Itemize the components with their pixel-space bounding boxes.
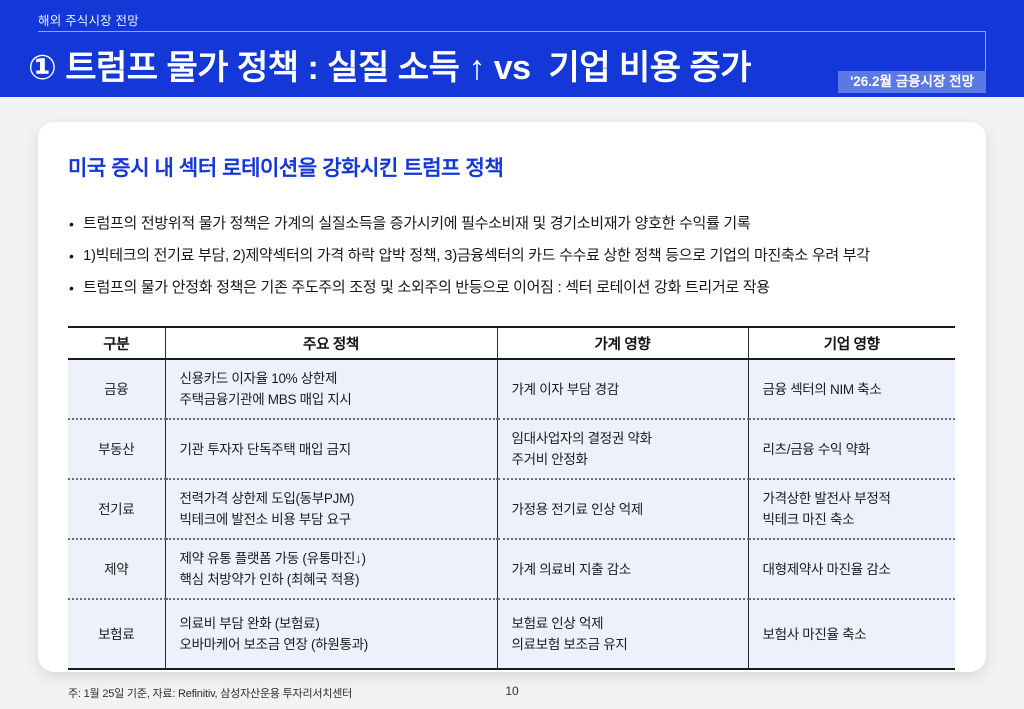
cell-line: 가정용 전기료 인상 억제 bbox=[511, 501, 644, 517]
header-divider-line bbox=[38, 31, 985, 32]
table-cell-category: 전기료 bbox=[68, 478, 165, 539]
table-cell-corporate: 금융 섹터의 NIM 축소 bbox=[747, 359, 955, 419]
table-cell-policy: 의료비 부담 완화 (보험료) 오바마케어 보조금 연장 (하원통과) bbox=[164, 598, 497, 669]
cell-line: 기관 투자자 단독주택 매입 금지 bbox=[179, 441, 352, 457]
cell-line: 가계 이자 부담 경감 bbox=[511, 381, 620, 397]
table-column-header: 기업 영향 bbox=[747, 327, 955, 360]
cell-line: 빅테크 마진 축소 bbox=[762, 512, 855, 527]
header-vertical-line bbox=[985, 31, 986, 72]
table-row: 제약 제약 유통 플랫폼 가동 (유통마진↓) 핵심 처방약가 인하 (최혜국 적용… bbox=[68, 538, 955, 599]
bullet-item: 1)빅테크의 전기료 부담, 2)제약섹터의 가격 하락 압박 정책, 3)금융… bbox=[68, 240, 956, 272]
bullet-list: 트럼프의 전방위적 물가 정책은 가계의 실질소득을 증가시키에 필수소비재 및… bbox=[68, 208, 956, 304]
bullet-item: 트럼프의 전방위적 물가 정책은 가계의 실질소득을 증가시키에 필수소비재 및… bbox=[68, 208, 956, 240]
cell-line: 신용카드 이자율 10% 상한제 bbox=[179, 371, 338, 386]
cell-line: 핵심 처방약가 인하 (최혜국 적용) bbox=[179, 572, 360, 587]
table-cell-category: 부동산 bbox=[68, 418, 165, 479]
cell-line: 보험료 인상 억제 bbox=[511, 616, 604, 631]
table-cell-household: 가계 의료비 지출 감소 bbox=[496, 538, 748, 599]
table-row: 보험료 의료비 부담 완화 (보험료) 오바마케어 보조금 연장 (하원통과) 보험료… bbox=[68, 598, 955, 669]
cell-line: 오바마케어 보조금 연장 (하원통과) bbox=[179, 637, 369, 652]
table-row: 전기료 전력가격 상한제 도입(동부PJM) 빅테크에 발전소 비용 부담 요구 가정… bbox=[68, 478, 955, 539]
table-column-header: 가계 영향 bbox=[496, 327, 748, 360]
cell-line: 가격상한 발전사 부정적 bbox=[762, 491, 891, 506]
section-title: 미국 증시 내 섹터 로테이션을 강화시킨 트럼프 정책 bbox=[68, 157, 504, 180]
table-cell-category: 보험료 bbox=[68, 598, 165, 669]
cell-line: 보험사 마진율 축소 bbox=[762, 626, 867, 642]
table-cell-household: 가정용 전기료 인상 억제 bbox=[496, 478, 748, 539]
cell-line: 주택금융기관에 MBS 매입 지시 bbox=[179, 392, 352, 407]
header-eyebrow: 해외 주식시장 전망 bbox=[38, 14, 139, 28]
table-cell-category: 제약 bbox=[68, 538, 165, 599]
table-cell-category: 금융 bbox=[68, 359, 165, 419]
table-cell-household: 가계 이자 부담 경감 bbox=[496, 359, 748, 419]
slide-title: ① 트럼프 물가 정책 : 실질 소득 ↑ vs 기업 비용 증가 bbox=[28, 49, 752, 87]
cell-line: 의료비 부담 완화 (보험료) bbox=[179, 616, 320, 631]
cell-line: 임대사업자의 결정권 약화 bbox=[511, 431, 653, 446]
cell-line: 주거비 안정화 bbox=[511, 452, 588, 467]
cell-line: 가계 의료비 지출 감소 bbox=[511, 561, 632, 577]
table-cell-corporate: 보험사 마진율 축소 bbox=[747, 598, 955, 669]
cell-line: 제약 유통 플랫폼 가동 (유통마진↓) bbox=[179, 551, 367, 566]
table-cell-policy: 기관 투자자 단독주택 매입 금지 bbox=[164, 418, 497, 479]
policy-impact-table: 구분 주요 정책 가계 영향 기업 영향 금융 신용카드 이자율 10% 상한제 주택금융… bbox=[68, 326, 955, 670]
bullet-item: 트럼프의 물가 안정화 정책은 기존 주도주의 조정 및 소외주의 반등으로 이… bbox=[68, 272, 956, 304]
report-badge: '26.2월 금융시장 전망 bbox=[838, 71, 986, 93]
content-card: 미국 증시 내 섹터 로테이션을 강화시킨 트럼프 정책 트럼프의 전방위적 물… bbox=[38, 122, 986, 700]
table-header: 구분 주요 정책 가계 영향 기업 영향 bbox=[68, 327, 955, 360]
cell-line: 대형제약사 마진율 감소 bbox=[762, 561, 891, 577]
table-column-header: 주요 정책 bbox=[164, 327, 497, 360]
slide-header: 해외 주식시장 전망 ① 트럼프 물가 정책 : 실질 소득 ↑ vs 기업 비… bbox=[0, 0, 1024, 97]
cell-line: 전력가격 상한제 도입(동부PJM) bbox=[179, 491, 355, 506]
cell-line: 빅테크에 발전소 비용 부담 요구 bbox=[179, 512, 352, 527]
cell-line: 의료보험 보조금 유지 bbox=[511, 637, 628, 652]
table-cell-policy: 전력가격 상한제 도입(동부PJM) 빅테크에 발전소 비용 부담 요구 bbox=[164, 478, 497, 539]
source-footnote: 주: 1월 25일 기준, 자료: Refinitiv, 삼성자산운용 투자리서… bbox=[68, 688, 353, 700]
page-number: 10 bbox=[505, 684, 519, 698]
cell-line: 리츠/금융 수익 약화 bbox=[762, 441, 871, 457]
table-cell-policy: 제약 유통 플랫폼 가동 (유통마진↓) 핵심 처방약가 인하 (최혜국 적용) bbox=[164, 538, 497, 599]
table-cell-corporate: 대형제약사 마진율 감소 bbox=[747, 538, 955, 599]
table-row: 금융 신용카드 이자율 10% 상한제 주택금융기관에 MBS 매입 지시 가계 이자… bbox=[68, 359, 955, 419]
table-cell-corporate: 리츠/금융 수익 약화 bbox=[747, 418, 955, 479]
cell-line: 금융 섹터의 NIM 축소 bbox=[762, 381, 882, 397]
table-column-header: 구분 bbox=[68, 327, 165, 360]
